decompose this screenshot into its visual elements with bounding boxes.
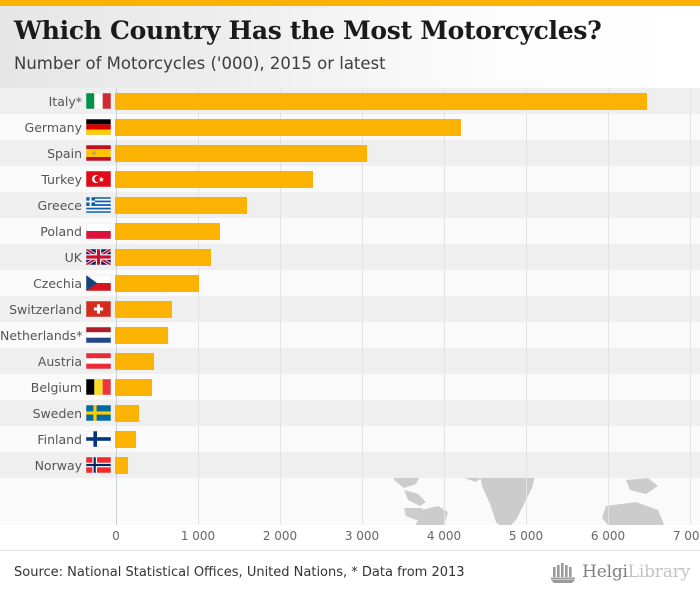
table-row: UK <box>0 244 700 270</box>
flag-austria-icon <box>86 353 111 369</box>
x-axis-tick-label: 4 000 <box>426 529 462 543</box>
x-axis-tick-label: 7 000 <box>672 529 700 543</box>
flag-greece-icon <box>86 197 111 213</box>
bar-category-label: Sweden <box>32 405 82 421</box>
table-row: Germany <box>0 114 700 140</box>
top-accent-bar <box>0 0 700 6</box>
page-title: Which Country Has the Most Motorcycles? <box>14 16 602 45</box>
bar <box>115 274 200 292</box>
bar-category-label: Austria <box>37 353 82 369</box>
flag-uk-icon <box>86 249 111 265</box>
table-row: Italy* <box>0 88 700 114</box>
bar <box>115 352 154 370</box>
bar-category-label: Turkey <box>41 171 82 187</box>
x-axis-tick-label: 6 000 <box>590 529 626 543</box>
bar <box>115 430 136 448</box>
flag-netherlands-icon <box>86 327 111 343</box>
chart-header: Which Country Has the Most Motorcycles? … <box>0 6 700 88</box>
bar-category-label: Switzerland <box>9 301 82 317</box>
table-row: Netherlands* <box>0 322 700 348</box>
bar <box>115 144 367 162</box>
table-row: Czechia <box>0 270 700 296</box>
flag-sweden-icon <box>86 405 111 421</box>
flag-italy-icon <box>86 93 111 109</box>
bar-category-label: Italy* <box>48 93 82 109</box>
bar <box>115 196 248 214</box>
x-axis-tick-label: 0 <box>112 529 120 543</box>
bar <box>115 326 168 344</box>
library-building-icon <box>551 561 577 583</box>
table-row: Norway <box>0 452 700 478</box>
flag-switzerland-icon <box>86 301 111 317</box>
bar <box>115 248 211 266</box>
bar <box>115 170 313 188</box>
bar-category-label: UK <box>64 249 82 265</box>
bar-category-label: Poland <box>40 223 82 239</box>
table-row: Greece <box>0 192 700 218</box>
bar-category-label: Norway <box>34 457 82 473</box>
chart-plot-area: Italy* Germany Spain Turkey Greece Poland UK Cz… <box>0 88 700 525</box>
table-row: Spain <box>0 140 700 166</box>
x-axis-tick-label: 5 000 <box>508 529 544 543</box>
flag-turkey-icon <box>86 171 111 187</box>
logo-secondary-text: Library <box>627 562 690 582</box>
x-axis-tick-label: 3 000 <box>344 529 380 543</box>
flag-germany-icon <box>86 119 111 135</box>
helgi-library-logo[interactable]: HelgiLibrary <box>551 561 690 583</box>
bar <box>115 404 139 422</box>
table-row: Austria <box>0 348 700 374</box>
source-note: Source: National Statistical Offices, Un… <box>14 565 465 580</box>
x-axis-tick-label: 2 000 <box>262 529 298 543</box>
page-subtitle: Number of Motorcycles ('000), 2015 or la… <box>14 54 386 73</box>
table-row: Poland <box>0 218 700 244</box>
bar <box>115 118 461 136</box>
bar <box>115 378 152 396</box>
bar-category-label: Greece <box>37 197 83 213</box>
logo-primary-text: Helgi <box>582 562 628 582</box>
flag-poland-icon <box>86 223 111 239</box>
flag-czechia-icon <box>86 275 111 291</box>
table-row: Finland <box>0 426 700 452</box>
table-row: Turkey <box>0 166 700 192</box>
bar-category-label: Belgium <box>30 379 82 395</box>
x-axis-tick-label: 1 000 <box>180 529 216 543</box>
bar <box>115 300 172 318</box>
table-row: Switzerland <box>0 296 700 322</box>
flag-spain-icon <box>86 145 111 161</box>
bar-category-label: Czechia <box>33 275 82 291</box>
flag-finland-icon <box>86 431 111 447</box>
bar-category-label: Germany <box>24 119 82 135</box>
bar-rows: Italy* Germany Spain Turkey Greece Poland UK Cz… <box>0 88 700 478</box>
bar <box>115 92 648 110</box>
bar <box>115 222 220 240</box>
flag-belgium-icon <box>86 379 111 395</box>
bar-category-label: Finland <box>37 431 82 447</box>
table-row: Sweden <box>0 400 700 426</box>
x-axis: 0 1 000 2 000 3 000 4 000 5 000 6 000 7 000 <box>0 525 700 550</box>
bar <box>115 456 128 474</box>
chart-footer: Source: National Statistical Offices, Un… <box>0 550 700 596</box>
bar-category-label: Spain <box>47 145 82 161</box>
table-row: Belgium <box>0 374 700 400</box>
flag-norway-icon <box>86 457 111 473</box>
bar-category-label: Netherlands* <box>0 327 83 343</box>
